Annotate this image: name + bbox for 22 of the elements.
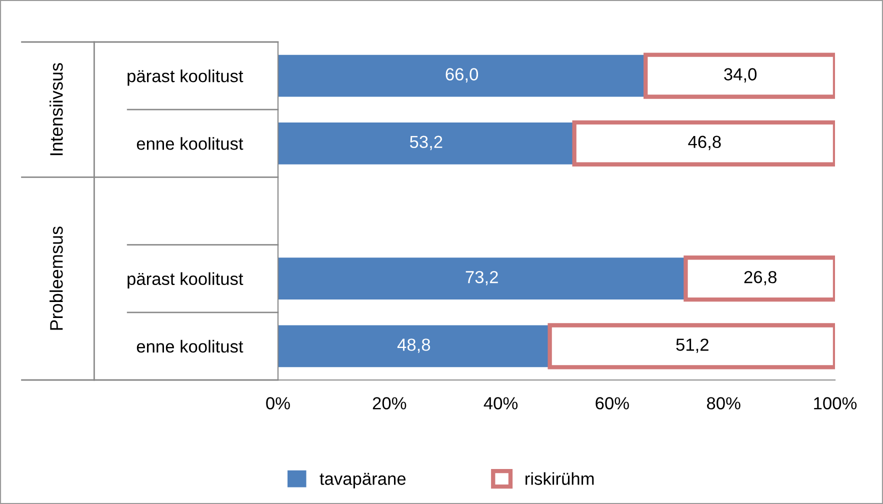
x-tick-label: 60%	[596, 397, 629, 410]
y-tick-label: enne koolitust	[136, 137, 244, 150]
y-tick-label: enne koolitust	[136, 340, 244, 353]
data-label: 34,0	[724, 68, 757, 83]
x-tick-label: 40%	[484, 397, 518, 410]
y-tick-label: pärast koolitust	[128, 70, 244, 86]
data-label: 66,0	[446, 68, 478, 83]
data-label: 48,8	[397, 338, 430, 353]
text: Intensiivsus	[50, 63, 63, 156]
data-label: 53,2	[410, 136, 442, 150]
legend-label: tavapärane	[320, 472, 406, 488]
data-label: 73,2	[466, 270, 498, 286]
x-tick-label: 0%	[266, 397, 290, 410]
x-tick-label: 20%	[372, 397, 406, 410]
data-label: 26,8	[744, 270, 777, 286]
y-tick-label: pärast koolitust	[128, 272, 244, 288]
x-tick-label: 100%	[814, 397, 857, 410]
data-label: 51,2	[676, 338, 708, 353]
x-tick-label: 80%	[706, 397, 740, 410]
legend-label: riskirühm	[526, 472, 594, 485]
text: Probleemsus	[50, 226, 63, 330]
data-label: 46,8	[688, 136, 721, 150]
